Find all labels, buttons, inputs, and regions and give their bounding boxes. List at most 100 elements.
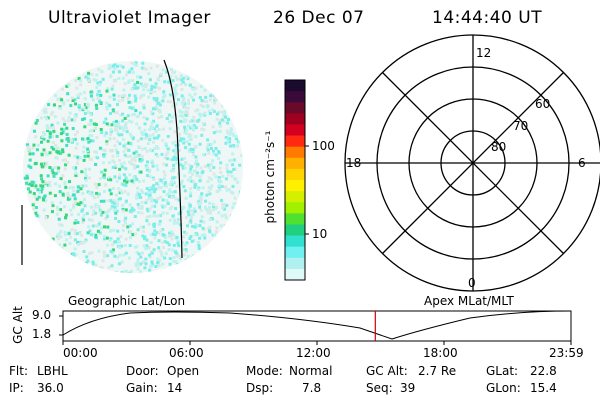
uv-pixel (193, 162, 197, 165)
uv-pixel (168, 182, 172, 186)
uv-pixel (64, 185, 68, 189)
uv-pixel (110, 243, 114, 247)
uv-pixel (226, 173, 230, 177)
uv-pixel (82, 145, 86, 149)
uv-pixel (61, 192, 65, 196)
uv-pixel (104, 210, 108, 214)
uv-pixel (175, 235, 179, 239)
uv-pixel (229, 144, 232, 148)
uv-pixel (208, 192, 212, 196)
uv-pixel (61, 117, 65, 121)
uv-pixel (148, 255, 152, 259)
uv-pixel (94, 233, 98, 237)
uv-pixel (164, 252, 168, 256)
uv-pixel (181, 80, 185, 84)
mlt-label-0: 0 (468, 276, 476, 290)
uv-pixel (61, 158, 65, 162)
uv-pixel (229, 131, 233, 135)
colorbar-segment (285, 235, 305, 248)
uv-pixel (130, 269, 133, 273)
uv-pixel (167, 191, 171, 195)
uv-pixel (60, 100, 64, 104)
uv-pixel (177, 98, 180, 102)
uv-pixel (131, 162, 135, 166)
uv-pixel (33, 181, 37, 185)
uv-pixel (212, 109, 216, 113)
uv-pixel (143, 266, 147, 270)
uv-pixel (174, 140, 178, 144)
uv-pixel (184, 248, 188, 251)
uv-pixel (121, 119, 125, 123)
uv-pixel (109, 199, 113, 203)
uv-pixel (41, 135, 45, 138)
uv-pixel (178, 159, 182, 163)
uv-pixel (196, 201, 200, 205)
uv-pixel (127, 141, 131, 145)
uv-pixel (119, 197, 122, 201)
uv-pixel (83, 204, 87, 208)
uv-pixel (130, 61, 134, 65)
uv-pixel (137, 193, 141, 196)
uv-pixel (84, 106, 88, 110)
uv-pixel (88, 176, 91, 180)
uv-pixel (198, 142, 202, 146)
uv-pixel (192, 180, 196, 184)
uv-pixel (133, 245, 137, 249)
uv-pixel (156, 108, 160, 112)
uv-pixel (31, 180, 35, 184)
uv-pixel (210, 147, 213, 150)
uv-pixel (83, 97, 87, 101)
uv-pixel (99, 199, 103, 203)
x-tick-label-0000: 00:00 (63, 346, 98, 360)
uv-pixel (93, 205, 97, 209)
uv-pixel (152, 96, 156, 100)
uv-pixel (122, 173, 126, 177)
mlt-label-6: 6 (578, 156, 586, 170)
uv-pixel (149, 195, 153, 199)
uv-pixel (43, 132, 47, 136)
uv-pixel (61, 148, 65, 152)
uv-pixel (71, 99, 75, 102)
uv-pixel (61, 131, 65, 134)
uv-intensity-pixels (23, 61, 243, 273)
uv-pixel (228, 137, 232, 141)
uv-pixel (128, 236, 132, 240)
uv-pixel (105, 105, 108, 109)
uv-pixel (190, 239, 194, 243)
uv-pixel (186, 124, 190, 128)
uv-pixel (48, 191, 52, 195)
uv-pixel (120, 165, 124, 169)
uv-pixel (130, 120, 134, 124)
uv-pixel (130, 67, 134, 71)
uv-pixel (84, 176, 88, 180)
uv-pixel (116, 203, 119, 207)
uv-pixel (199, 208, 203, 212)
uv-pixel (134, 232, 137, 236)
uv-pixel (106, 225, 110, 229)
uv-pixel (134, 97, 138, 100)
uv-pixel (52, 126, 55, 129)
gc-alt-label: GC Alt: (366, 364, 408, 378)
uv-pixel (183, 189, 187, 193)
uv-pixel (54, 143, 58, 147)
uv-pixel (51, 147, 55, 151)
uv-pixel (120, 191, 124, 195)
uv-pixel (223, 109, 227, 113)
uv-pixel (145, 168, 149, 172)
uv-pixel (42, 109, 46, 112)
uv-pixel (76, 189, 80, 193)
uv-pixel (209, 94, 213, 98)
uv-pixel (212, 166, 216, 169)
uv-pixel (222, 114, 226, 118)
uv-pixel (109, 192, 113, 196)
uv-pixel (181, 166, 185, 170)
uv-pixel (209, 211, 212, 215)
uv-pixel (141, 234, 145, 238)
colorbar-segment (285, 213, 305, 225)
uv-pixel (100, 226, 103, 230)
uv-pixel (114, 217, 118, 220)
uv-pixel (217, 178, 220, 182)
uv-pixel (44, 180, 48, 184)
glat-label: GLat: (486, 364, 519, 378)
